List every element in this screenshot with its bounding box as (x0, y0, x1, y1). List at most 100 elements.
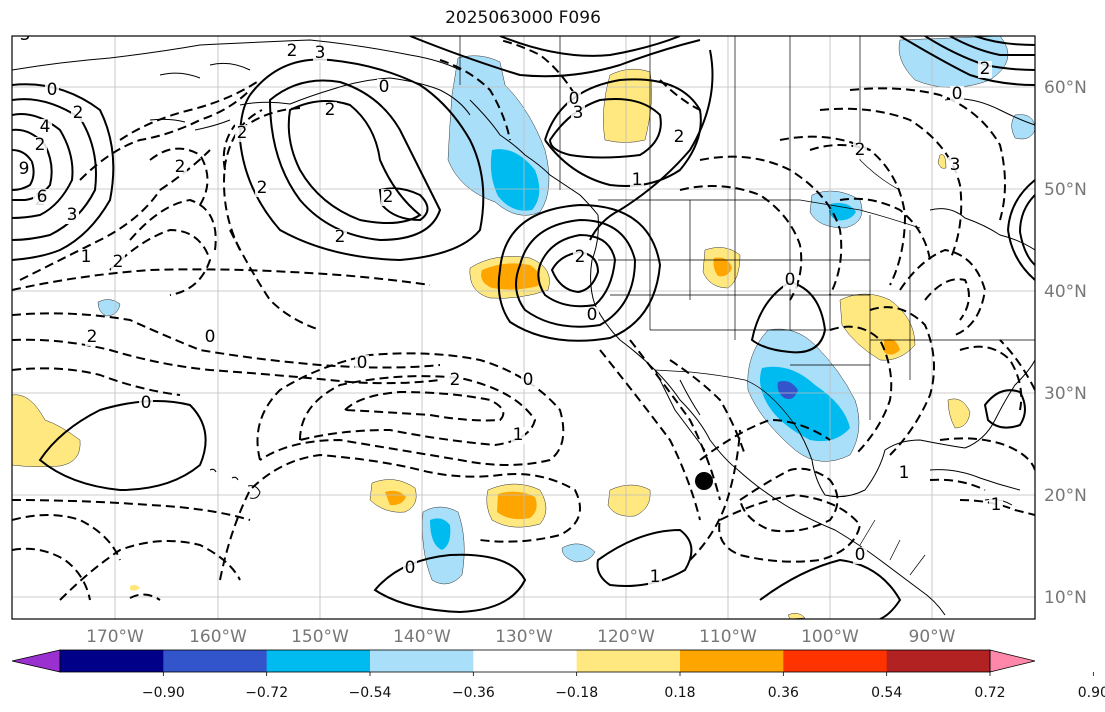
contour-label: 1 (513, 425, 524, 445)
contour-label: 2 (35, 135, 46, 155)
lat-label: 20°N (1044, 486, 1087, 506)
marker-dot (695, 472, 713, 490)
lon-label: 110°W (699, 627, 757, 647)
lon-label: 140°W (393, 627, 451, 647)
lon-label: 150°W (291, 627, 349, 647)
contour-label: 0 (205, 327, 216, 347)
contour-label-bg (35, 189, 49, 206)
contour-label: 1 (899, 463, 910, 483)
contour-label-bg (567, 91, 581, 108)
contour-labels: 0222232463902222221202002210100120302211… (17, 25, 1003, 587)
contour-label: 2 (674, 127, 685, 147)
contour-label: 1 (991, 495, 1002, 515)
colorbar-tick-label: −0.54 (349, 685, 392, 701)
political-borders (459, 36, 1035, 576)
colorbar-segment (783, 650, 888, 672)
colorbar-tick-label: 0.72 (974, 685, 1005, 701)
contour-label: 1 (81, 247, 92, 267)
contour-label: 2 (237, 123, 248, 143)
contour-label-bg (948, 157, 962, 174)
contour-label: 2 (73, 103, 84, 123)
colorbar-segment (680, 650, 784, 672)
colorbar (11, 649, 1036, 673)
contour-label: 0 (47, 80, 58, 100)
contour-label: 2 (855, 140, 866, 160)
contour-label: 2 (575, 247, 586, 267)
contour-label: 2 (335, 227, 346, 247)
colorbar-tick-label: 0.90 (1078, 685, 1105, 701)
contour-label: 3 (573, 103, 584, 123)
contour-label-bg (355, 355, 369, 372)
contour-label: 0 (357, 353, 368, 373)
contour-label: 2 (325, 100, 336, 120)
contour-label-bg (85, 329, 99, 346)
contour-label: 1 (632, 170, 643, 190)
contour-label: 0 (405, 558, 416, 578)
contour-label: 3 (315, 43, 326, 63)
contour-label-bg (571, 105, 585, 122)
colorbar-segment (370, 650, 474, 672)
colorbar-segment (163, 650, 268, 672)
colorbar-tick-label: −0.72 (245, 685, 288, 701)
colorbar-segment (473, 650, 578, 672)
contour-label: 2 (175, 157, 186, 177)
contour-label: 0 (952, 84, 963, 104)
contour-label: 3 (20, 25, 31, 45)
contour-label-bg (672, 129, 686, 146)
colorbar-tick-label: −0.18 (555, 685, 598, 701)
lat-label: 50°N (1044, 180, 1087, 200)
colorbar-tick-labels: −0.90 −0.72 −0.54 −0.36 −0.18 0.18 0.36 0.54 0.7… (142, 672, 1105, 701)
contour-label: 2 (980, 59, 991, 79)
contour-label: 4 (40, 117, 51, 137)
contour-label: 0 (855, 545, 866, 565)
contour-label-bg (853, 142, 867, 159)
contour-label-bg (853, 547, 867, 564)
contour-label: 2 (113, 252, 124, 272)
colorbar-tick-label: 0.18 (664, 685, 695, 701)
lat-label: 60°N (1044, 78, 1087, 98)
map-title: 2025063000 F096 (445, 8, 601, 28)
contour-label: 6 (37, 187, 48, 207)
contour-label: 3 (67, 205, 78, 225)
colorbar-extend-max (989, 649, 1036, 673)
contour-label-bg (521, 372, 535, 389)
contour-label: 0 (569, 89, 580, 109)
contour-label-bg (45, 82, 59, 99)
contour-label-bg (648, 569, 662, 586)
contour-label: 0 (141, 393, 152, 413)
contour-label-bg (139, 395, 153, 412)
shade-texas-dark (777, 381, 798, 399)
contour-label-bg (313, 45, 327, 62)
contour-label-bg (950, 86, 964, 103)
contour-label: 2 (257, 178, 268, 198)
colorbar-frame (59, 649, 991, 673)
colorbar-segment (266, 650, 371, 672)
colorbar-segment (60, 650, 164, 672)
colorbar-tick-label: −0.36 (452, 685, 495, 701)
colorbar-tick-label: −0.90 (142, 685, 185, 701)
contour-label-bg (235, 125, 249, 142)
map-frame (11, 35, 1036, 620)
colorbar-extend-min (11, 649, 61, 673)
contour-label-bg (511, 427, 525, 444)
shade-canada-yellow (603, 68, 652, 143)
contour-label-bg (111, 254, 125, 271)
contour-label: 9 (19, 159, 30, 179)
contour-label: 2 (383, 187, 394, 207)
dashed-contours (12, 39, 1035, 601)
contour-label-bg (33, 137, 47, 154)
contour-label-bg (630, 172, 644, 189)
lon-label: 120°W (597, 627, 655, 647)
solid-contours (12, 36, 1035, 619)
colorbar-tick-label: 0.36 (768, 685, 799, 701)
lon-label: 160°W (189, 627, 247, 647)
colorbar-segment (576, 650, 681, 672)
contour-label-bg (989, 497, 1003, 514)
contour-label: 1 (650, 567, 661, 587)
contour-label-bg (255, 180, 269, 197)
contour-label: 0 (785, 270, 796, 290)
lon-label: 130°W (495, 627, 553, 647)
contour-label-bg (381, 189, 395, 206)
contour-label-bg (17, 161, 31, 178)
